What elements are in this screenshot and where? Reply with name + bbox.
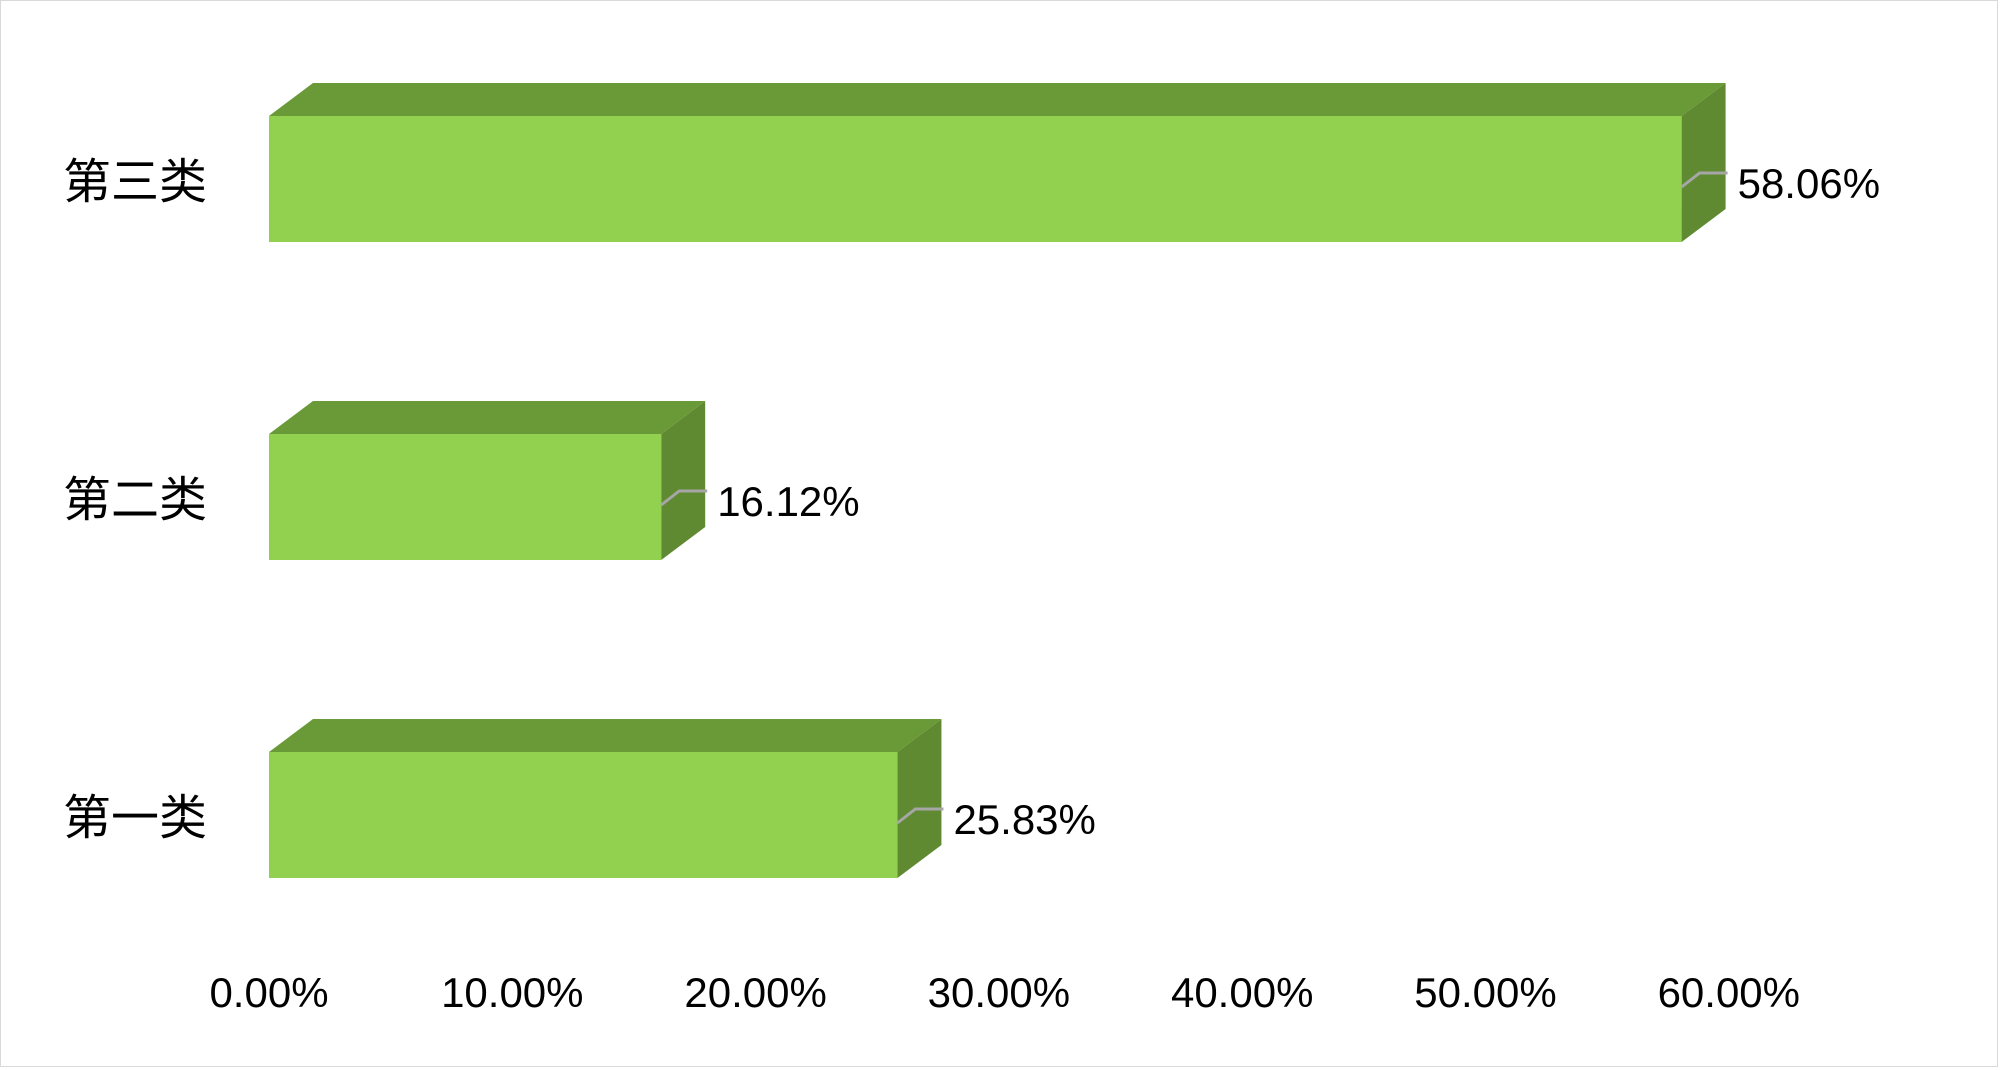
data-label: 58.06% <box>1738 160 1880 207</box>
bar-side-face <box>897 719 942 878</box>
bar <box>269 752 898 878</box>
bar <box>269 116 1682 242</box>
bar-top-face <box>269 83 1726 116</box>
x-tick-label: 10.00% <box>441 969 583 1016</box>
leader-line <box>896 807 944 825</box>
category-label: 第二类 <box>63 472 207 528</box>
bar-top-face <box>269 401 706 434</box>
x-tick-label: 60.00% <box>1658 969 1800 1016</box>
category-label: 第一类 <box>63 790 207 846</box>
bar <box>269 434 662 560</box>
bars-group: 58.06% 16.12% 25.83% <box>269 83 1880 878</box>
leader-line <box>660 489 708 507</box>
category-label: 第三类 <box>63 154 207 210</box>
x-tick-label: 20.00% <box>684 969 826 1016</box>
x-tick-label: 40.00% <box>1171 969 1313 1016</box>
x-tick-label: 0.00% <box>209 969 328 1016</box>
x-tick-label: 50.00% <box>1414 969 1556 1016</box>
bar-side-face <box>1681 83 1726 242</box>
x-axis-ticks: 0.00% 10.00% 20.00% 30.00% 40.00% 50.00% 60.00… <box>209 969 1800 1016</box>
bar-top-face <box>269 719 942 752</box>
data-label: 16.12% <box>717 478 859 525</box>
data-label: 25.83% <box>953 796 1095 843</box>
x-tick-label: 30.00% <box>928 969 1070 1016</box>
bar-side-face <box>661 401 706 560</box>
leader-line <box>1680 171 1728 189</box>
